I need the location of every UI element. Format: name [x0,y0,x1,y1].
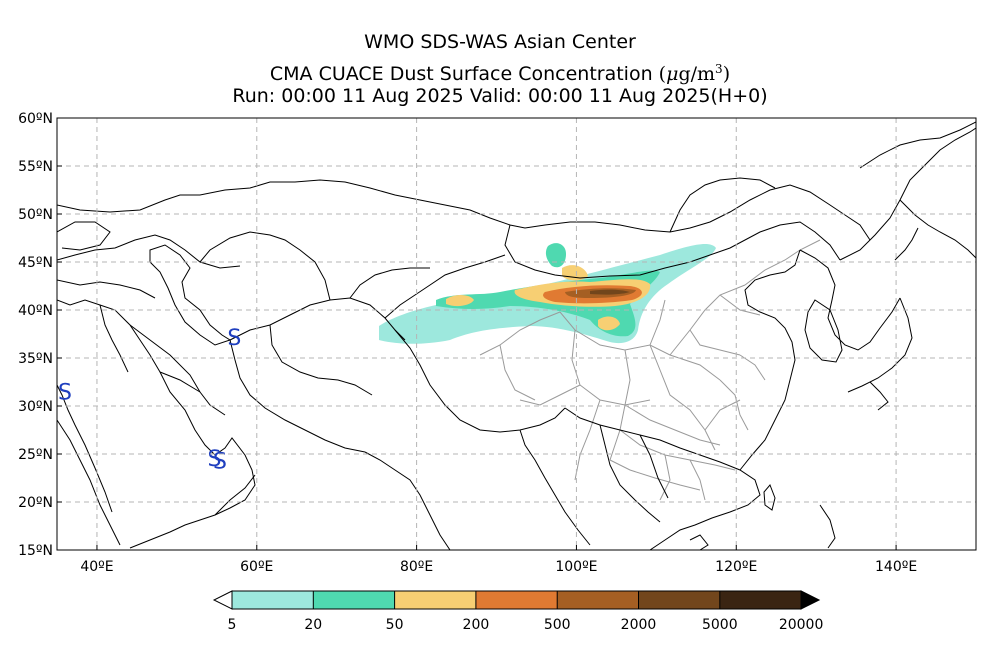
legend-label: 50 [386,617,404,633]
run-valid-time: Run: 00:00 11 Aug 2025 Valid: 00:00 11 A… [232,85,768,107]
legend-below-min-arrow [212,590,233,610]
lat-tick-label: 35ºN [18,351,53,367]
lat-tick-label: 20ºN [18,495,53,511]
legend-label: 5 [228,617,237,633]
color-legend: 5 20 50 200 500 2000 5000 20000 [212,590,824,633]
lat-tick-label: 55ºN [18,159,53,175]
axis-ticks: 15ºN 20ºN 25ºN 30ºN 35ºN 40ºN 45ºN 50ºN 55ºN 60ºN… [18,111,917,575]
lon-tick-label: 60ºE [240,559,273,575]
legend-color-swatch [638,591,720,609]
legend-color-swatch [313,591,395,609]
lon-tick-label: 140ºE [875,559,917,575]
legend-color-swatch [232,591,314,609]
legend-color-swatch [394,591,476,609]
lat-tick-label: 60ºN [18,111,53,127]
dust-band-2000-5000 [590,289,630,295]
map-subtitle: CMA CUACE Dust Surface Concentration (μg… [0,57,1000,86]
lat-tick-label: 45ºN [18,255,53,271]
station-marker: S [213,450,227,475]
lat-tick-label: 15ºN [18,543,53,559]
graticule [57,118,976,550]
unit-open-paren: ( [658,63,667,85]
legend-color-swatch [719,591,802,609]
legend-label: 200 [463,617,490,633]
lon-tick-label: 100ºE [555,559,597,575]
dust-band-50-200-south [598,316,620,331]
station-marker: S [207,447,221,472]
legend-above-max-arrow [800,590,821,610]
legend-label: 500 [544,617,571,633]
lat-tick-label: 40ºN [18,303,53,319]
legend-label: 20000 [779,617,824,633]
lat-tick-label: 50ºN [18,207,53,223]
unit-gm: g/m [678,63,716,85]
legend-label: 5000 [702,617,738,633]
unit-exponent: 3 [715,62,723,76]
station-marker: S [58,381,72,406]
map-title: WMO SDS-WAS Asian Center [364,31,636,53]
legend-outline [231,590,802,610]
station-marker: S [227,326,241,351]
lon-tick-label: 40ºE [80,559,113,575]
dust-band-50-200-west [446,294,474,307]
lat-tick-label: 25ºN [18,447,53,463]
legend-color-swatch [475,591,558,609]
lat-tick-label: 30ºN [18,399,53,415]
subtitle-text: CMA CUACE Dust Surface Concentration [269,63,653,85]
map-frame [56,117,977,551]
lon-tick-label: 80ºE [400,559,433,575]
unit-mu: μ [666,63,679,85]
dust-band-20-50-north [545,243,566,268]
unit-close-paren: ) [722,63,731,85]
country-borders [57,121,976,550]
dust-plume [379,243,716,344]
legend-label: 20 [304,617,322,633]
legend-label: 2000 [621,617,657,633]
lon-tick-label: 120ºE [715,559,757,575]
legend-color-swatch [557,591,639,609]
